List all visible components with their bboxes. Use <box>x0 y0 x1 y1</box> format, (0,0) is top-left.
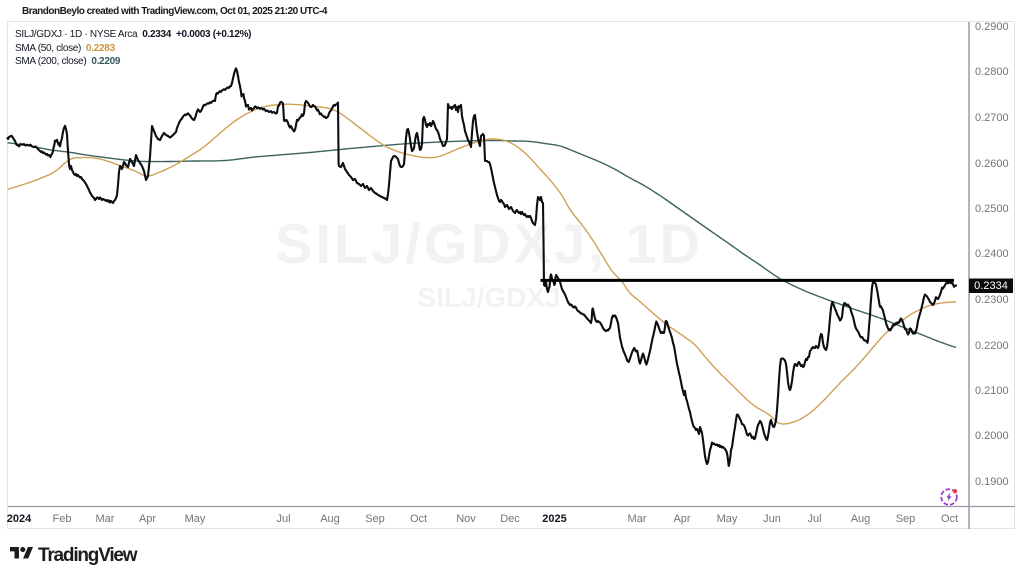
svg-text:0.2600: 0.2600 <box>975 158 1009 170</box>
svg-text:Feb: Feb <box>53 513 72 525</box>
svg-text:Sep: Sep <box>896 513 916 525</box>
svg-text:0.2800: 0.2800 <box>975 66 1009 78</box>
svg-text:2025: 2025 <box>542 513 566 525</box>
svg-text:Dec: Dec <box>500 513 520 525</box>
svg-text:Nov: Nov <box>456 513 476 525</box>
svg-text:Jul: Jul <box>807 513 821 525</box>
svg-text:Aug: Aug <box>320 513 340 525</box>
svg-text:0.2334: 0.2334 <box>974 280 1008 292</box>
svg-text:May: May <box>717 513 738 525</box>
svg-text:0.2700: 0.2700 <box>975 112 1009 124</box>
svg-text:Apr: Apr <box>673 513 690 525</box>
svg-text:0.2500: 0.2500 <box>975 203 1009 215</box>
svg-text:Apr: Apr <box>139 513 156 525</box>
svg-text:Jul: Jul <box>276 513 290 525</box>
svg-text:Mar: Mar <box>96 513 115 525</box>
svg-text:Oct: Oct <box>941 513 958 525</box>
svg-text:2024: 2024 <box>7 513 32 525</box>
svg-text:Jun: Jun <box>763 513 781 525</box>
svg-text:0.1900: 0.1900 <box>975 476 1009 488</box>
svg-text:0.2100: 0.2100 <box>975 385 1009 397</box>
svg-text:0.2900: 0.2900 <box>975 21 1009 33</box>
svg-text:Aug: Aug <box>851 513 871 525</box>
svg-text:May: May <box>185 513 206 525</box>
svg-text:Oct: Oct <box>410 513 427 525</box>
svg-text:Sep: Sep <box>365 513 385 525</box>
svg-text:Mar: Mar <box>628 513 647 525</box>
svg-text:0.2200: 0.2200 <box>975 340 1009 352</box>
svg-text:0.2000: 0.2000 <box>975 430 1009 442</box>
svg-text:0.2300: 0.2300 <box>975 294 1009 306</box>
svg-text:0.2400: 0.2400 <box>975 248 1009 260</box>
